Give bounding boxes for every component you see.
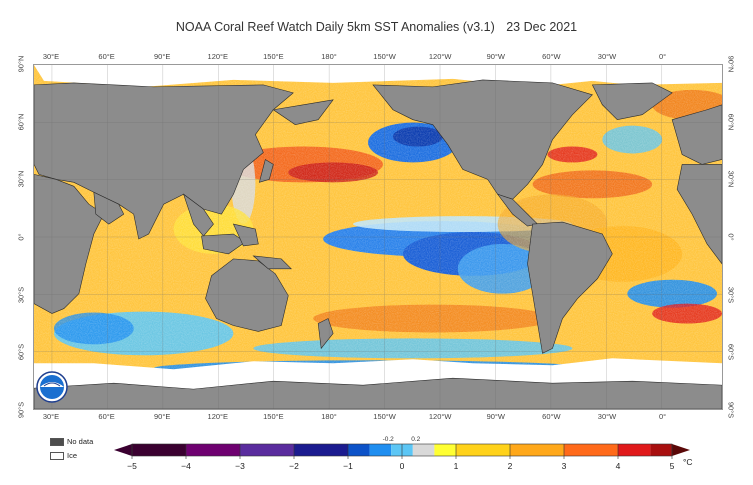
noaa-logo-icon [36,371,68,403]
colorbar-tick-label: 1 [454,461,459,471]
land-africa [34,174,105,314]
colorbar-segment [456,444,510,456]
right-lat-label: 30°S [726,286,736,303]
colorbar-segment [294,444,348,456]
land-south-america [527,221,613,354]
top-lon-label: 30°E [42,52,60,61]
left-lat-label: 60°S [16,344,26,361]
bottom-lon-label: 180° [321,412,337,421]
bottom-lon-label: 90°E [154,412,171,421]
left-lat-label: 90°S [16,401,26,419]
top-longitude-axis: 30°E 60°E 90°E 120°E 150°E 180° 150°W 120°W 90°W… [33,52,723,64]
colorbar-tick-label: −4 [181,461,191,471]
colorbar-tick-label: 3 [562,461,567,471]
bottom-lon-label: 60°E [98,412,115,421]
colorbar-segment [434,444,456,456]
colorbar-tick-label: −3 [235,461,245,471]
colorbar-tick-label: −2 [289,461,299,471]
colorbar-segment [510,444,564,456]
left-lat-label: 90°N [16,55,26,73]
top-lon-label: 30°W [597,52,617,61]
colorbar-segment [564,444,618,456]
legend-ice: Ice [50,451,110,461]
colorbar-segment [348,444,370,456]
left-latitude-axis: 90°N 60°N 30°N 0° 30°S 60°S 90°S [14,56,28,419]
top-lon-label: 150°W [373,52,396,61]
right-lat-label: 90°S [726,401,736,419]
right-lat-label: 30°N [726,170,736,188]
colorbar-segment [240,444,294,456]
colorbar-high-extension [672,444,690,456]
land-antarctica [34,377,722,409]
ice-label: Ice [67,451,78,460]
colorbar-tick-label: 4 [616,461,621,471]
land-masses [34,79,722,409]
ice-swatch [50,452,64,461]
colorbar-unit: °C [683,457,693,467]
top-lon-label: 90°E [154,52,171,61]
top-lon-label: 60°E [98,52,115,61]
left-lat-label: 0° [16,233,26,241]
colorbar-segment [412,444,435,456]
bottom-lon-label: 30°E [42,412,60,421]
bottom-lon-label: 60°W [542,412,561,421]
graticule [34,65,722,409]
top-lon-label: 60°W [542,52,561,61]
map-title: NOAA Coral Reef Watch Daily 5km SST Anom… [0,20,753,34]
top-lon-label: 120°W [428,52,452,61]
colorbar-segment [369,444,392,456]
colorbar-tick-label: 5 [670,461,675,471]
title-text: NOAA Coral Reef Watch Daily 5km SST Anom… [175,20,495,34]
left-lat-label: 30°S [16,286,26,303]
top-lon-label: 0° [659,52,667,61]
top-lon-label: 150°E [263,52,284,61]
colorbar-tick-label: −5 [127,461,137,471]
top-lon-label: 90°W [486,52,506,61]
bottom-longitude-axis: 30°E 60°E 90°E 120°E 150°E 180° 150°W 120°W 90°W… [33,412,723,424]
colorbar-segment [618,444,651,456]
colorbar-low-extension [114,444,132,456]
legend-no-data: No data [50,437,110,447]
land-australia [205,258,289,332]
sst-anomaly-map [33,64,723,410]
bottom-lon-label: 0° [659,412,667,421]
arctic-ice [34,65,722,87]
right-lat-label: 60°N [726,113,736,131]
colorbar-segment [132,444,186,456]
colorbar-threshold-label: -0.2 [383,436,395,443]
colorbar-tick-label: 2 [508,461,513,471]
no-data-label: No data [67,437,94,446]
colorbar-tick-label: 0 [400,461,405,471]
right-lat-label: 60°S [726,344,736,361]
colorbar-segment [650,444,672,456]
land-north-america [372,79,593,200]
colorbar-segment [186,444,240,456]
right-latitude-axis: 90°N 60°N 30°N 0° 30°S 60°S 90°S [724,56,738,419]
right-lat-label: 90°N [726,55,736,73]
bottom-lon-label: 150°E [263,412,284,421]
colorbar: −5 −4 −3 −2 −1 0 1 2 3 4 5 -0.2 0.2 [114,436,690,471]
left-lat-label: 30°N [16,170,26,188]
bottom-lon-label: 150°W [373,412,396,421]
bottom-lon-label: 120°W [428,412,452,421]
top-lon-label: 180° [321,52,337,61]
bottom-lon-label: 30°W [597,412,617,421]
right-lat-label: 0° [726,233,736,241]
colorbar-tick-label: −1 [343,461,353,471]
bottom-lon-label: 90°W [486,412,506,421]
no-data-swatch [50,438,64,447]
colorbar-threshold-label: 0.2 [411,436,420,443]
left-lat-label: 60°N [16,113,26,131]
title-date: 23 Dec 2021 [506,20,578,34]
bottom-lon-label: 120°E [207,412,229,421]
top-lon-label: 120°E [207,52,229,61]
